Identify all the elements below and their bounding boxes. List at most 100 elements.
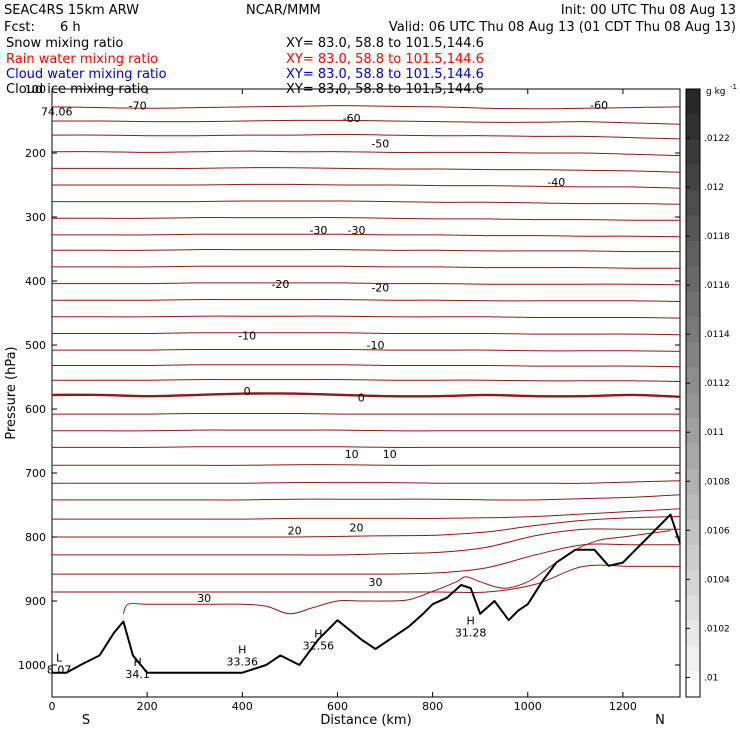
contour-label: -30	[348, 224, 366, 237]
colorbar-swatch	[686, 139, 700, 166]
y-tick-label: 400	[25, 275, 46, 288]
extremum-value: 33.36	[227, 655, 259, 668]
temperature-contour	[52, 315, 681, 319]
temperature-contour-zero	[51, 392, 681, 398]
colorbar-units-exponent: -1	[730, 83, 737, 91]
colorbar-label: .0122	[704, 134, 730, 144]
colorbar-swatch	[686, 418, 700, 445]
x-tick-label: 400	[232, 700, 253, 713]
temperature-contour	[51, 446, 680, 448]
field-cloud-ice-xy: XY= 83.0, 58.8 to 101.5,144.6	[286, 82, 484, 97]
temperature-contour	[52, 564, 680, 594]
contour-labels: 74.06 -70 -60 -60 -50 -40 -30 -30 -20 -20 -10 -10 0 0…	[41, 99, 608, 605]
x-axis-label: Distance (km)	[320, 713, 411, 728]
y-tick-label: 600	[25, 403, 46, 416]
colorbar-label: .0112	[704, 379, 730, 389]
extremum-type: H	[467, 615, 475, 628]
temperature-contour	[51, 480, 681, 484]
y-tick-label: 700	[25, 467, 46, 480]
header-org: NCAR/MMM	[246, 3, 321, 18]
extremum-type: H	[238, 643, 246, 656]
y-tick-label: 100	[25, 83, 46, 96]
contour-label: 74.06	[41, 105, 73, 118]
contour-label: 20	[350, 521, 364, 534]
temperature-contour	[52, 299, 681, 302]
contour-label: -10	[238, 329, 256, 342]
y-tick-label: 1000	[18, 659, 46, 672]
temperature-contour	[52, 516, 681, 538]
x-tick-label: 1200	[609, 700, 637, 713]
y-tick-label: 800	[25, 531, 46, 544]
contour-label: -20	[271, 278, 289, 291]
temperature-contour	[51, 200, 681, 205]
colorbar-swatch	[686, 342, 700, 369]
extremum-value: 34.1	[125, 668, 150, 681]
x-axis-north-label: N	[655, 713, 665, 728]
field-snow-name: Snow mixing ratio	[6, 36, 123, 51]
temperature-contours	[51, 105, 681, 594]
temperature-contour	[51, 183, 681, 189]
header-init: Init: 00 UTC Thu 08 Aug 13	[561, 3, 736, 18]
temperature-contour	[51, 133, 681, 140]
temperature-contour	[52, 528, 680, 556]
contour-label: 30	[197, 592, 211, 605]
y-tick-label: 900	[25, 595, 46, 608]
colorbar-swatch	[686, 621, 700, 647]
contour-label: -30	[309, 224, 327, 237]
temperature-contour	[52, 379, 681, 382]
contour-label: 0	[358, 392, 365, 405]
x-axis-south-label: S	[82, 713, 90, 728]
colorbar-swatch	[686, 469, 700, 495]
colorbar-label: .0114	[704, 330, 730, 340]
temperature-contour	[51, 348, 681, 352]
temperature-contour	[51, 105, 681, 110]
temperature-contour	[51, 332, 681, 336]
colorbar-swatch	[686, 443, 700, 470]
field-cloud-water-xy: XY= 83.0, 58.8 to 101.5,144.6	[286, 67, 484, 82]
extremum-value: 8.07	[47, 664, 72, 677]
colorbar-swatch	[686, 190, 700, 217]
temperature-contour	[51, 494, 681, 501]
temperature-contour	[52, 233, 681, 238]
x-tick-label: 800	[422, 700, 443, 713]
temperature-contour	[52, 543, 680, 575]
colorbar-label: .01	[704, 673, 718, 683]
field-rain-name: Rain water mixing ratio	[6, 52, 158, 67]
colorbar-swatch	[686, 570, 700, 597]
header-model: SEAC4RS 15km ARW	[4, 3, 139, 18]
colorbar-swatch	[686, 519, 700, 546]
colorbar-swatch	[686, 114, 700, 141]
colorbar-label: .012	[704, 183, 724, 193]
colorbar-frame	[685, 88, 701, 698]
extremum-type: H	[314, 627, 322, 640]
field-cloud-water-name: Cloud water mixing ratio	[6, 67, 167, 82]
temperature-contour	[52, 249, 681, 253]
contour-label: 20	[288, 525, 302, 538]
temperature-contour	[51, 265, 681, 269]
colorbar-swatch	[686, 291, 700, 318]
colorbar-swatch	[686, 165, 700, 191]
x-tick-label: 600	[327, 700, 348, 713]
colorbar-swatch	[686, 367, 700, 394]
temperature-contour	[52, 412, 680, 415]
colorbar-units: g kg	[706, 87, 726, 97]
colorbar-label: .0108	[704, 477, 730, 487]
colorbar-label: .0116	[704, 281, 730, 291]
temperature-contour	[52, 508, 681, 520]
colorbar-swatch	[686, 646, 700, 673]
plot-frame	[51, 88, 681, 698]
y-axis-label: Pressure (hPa)	[4, 346, 19, 439]
colorbar-label: .0104	[704, 575, 730, 585]
contour-label: 10	[383, 448, 397, 461]
x-tick-label: 1000	[514, 700, 542, 713]
extremum-value: 31.28	[455, 627, 487, 640]
colorbar-swatch	[686, 671, 700, 698]
colorbar-label: .011	[704, 428, 724, 438]
colorbar-label: .0118	[704, 232, 730, 242]
colorbar-label: .0102	[704, 624, 730, 634]
temperature-contour	[52, 282, 681, 286]
x-axis-ticks: 0 200 400 600 800 1000 1200	[49, 89, 637, 713]
